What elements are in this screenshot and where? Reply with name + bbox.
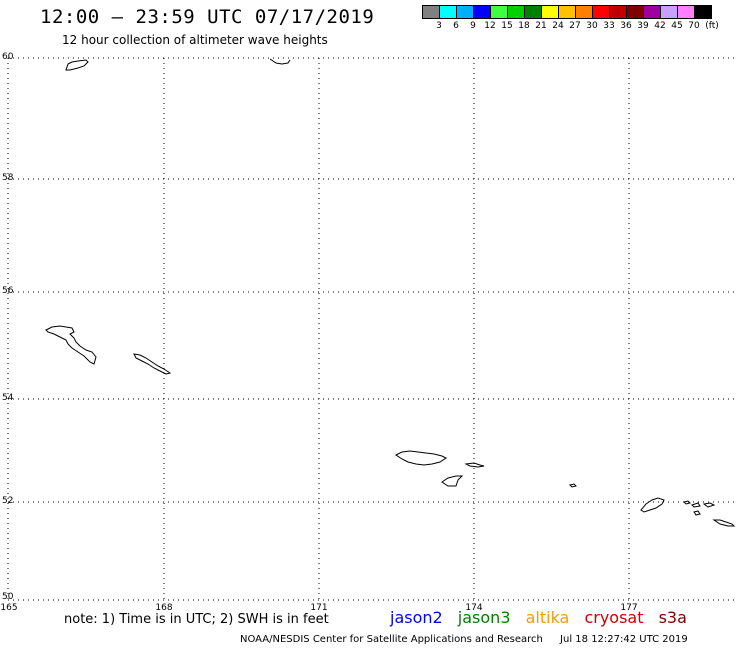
island-outline <box>683 500 691 505</box>
coastlines <box>45 58 736 527</box>
satellite-name: s3a <box>658 608 687 627</box>
wave-height-legend <box>422 5 712 19</box>
legend-label: 6 <box>453 21 459 31</box>
graticule <box>7 57 734 601</box>
coast-outline <box>269 58 291 65</box>
island-outline <box>441 475 464 487</box>
lon-label: 165 <box>0 603 18 613</box>
legend-swatch <box>694 5 712 19</box>
satellite-legend: jason2 jason3 altika cryosat s3a <box>390 608 697 627</box>
island-outline <box>702 502 716 508</box>
legend-label: 33 <box>603 21 615 31</box>
legend-label: 36 <box>620 21 632 31</box>
lon-label: 177 <box>620 603 638 613</box>
units-note: note: 1) Time is in UTC; 2) SWH is in fe… <box>64 612 329 627</box>
legend-label: 18 <box>518 21 530 31</box>
coast-outline <box>65 59 89 71</box>
legend-label: (ft) <box>705 21 719 31</box>
island-outline <box>640 497 665 513</box>
lat-label: 50 <box>2 592 14 602</box>
satellite-name: altika <box>525 608 570 627</box>
island-outline <box>569 483 577 488</box>
lon-label: 171 <box>310 603 328 613</box>
lat-label: 56 <box>2 286 14 296</box>
island-outline <box>395 450 447 466</box>
lat-label: 60 <box>2 52 14 62</box>
lat-label: 58 <box>2 173 14 183</box>
island-outline <box>45 325 97 365</box>
island-outline <box>691 502 701 508</box>
island-outline <box>693 510 701 516</box>
footer-timestamp: Jul 18 12:27:42 UTC 2019 <box>560 634 688 645</box>
footer-credit: NOAA/NESDIS Center for Satellite Applica… <box>240 634 543 645</box>
legend-label: 9 <box>470 21 476 31</box>
legend-label: 30 <box>586 21 598 31</box>
satellite-name: cryosat <box>584 608 644 627</box>
satellite-name: jason3 <box>457 608 511 627</box>
satellite-name: jason2 <box>390 608 443 627</box>
legend-label: 12 <box>484 21 496 31</box>
island-outline <box>133 353 172 375</box>
lon-label: 168 <box>155 603 173 613</box>
legend-label: 45 <box>671 21 683 31</box>
island-outline <box>464 462 485 468</box>
lat-label: 52 <box>2 496 14 506</box>
map-subtitle: 12 hour collection of altimeter wave hei… <box>62 33 328 47</box>
legend-label: 39 <box>637 21 649 31</box>
legend-label: 27 <box>569 21 581 31</box>
footer: NOAA/NESDIS Center for Satellite Applica… <box>240 634 688 645</box>
legend-label: 3 <box>436 21 442 31</box>
legend-label: 42 <box>654 21 666 31</box>
map-title: 12:00 – 23:59 UTC 07/17/2019 <box>40 6 375 28</box>
lat-label: 54 <box>2 393 14 403</box>
lon-label: 174 <box>465 603 483 613</box>
legend-label: 21 <box>535 21 547 31</box>
legend-label: 15 <box>501 21 513 31</box>
island-outline <box>712 519 736 527</box>
legend-label: 70 <box>688 21 700 31</box>
legend-label: 24 <box>552 21 564 31</box>
